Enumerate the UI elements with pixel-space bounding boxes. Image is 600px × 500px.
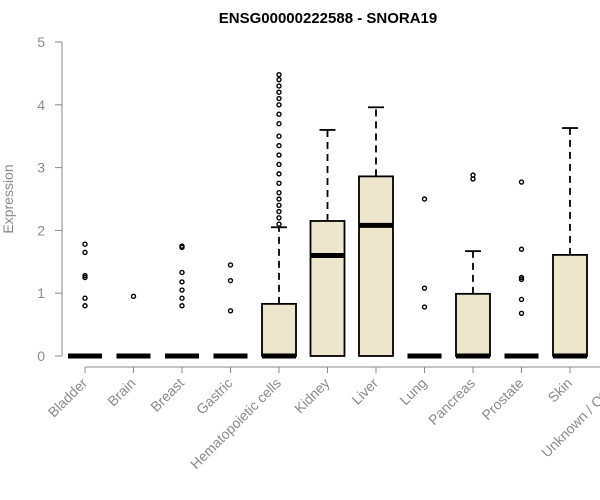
outlier-1-0 [130,293,137,300]
outlier-4-17 [276,83,282,89]
outlier-7-2 [421,196,428,202]
outlier-0-5 [82,241,88,247]
box-3 [213,262,248,359]
box-7 [407,196,442,359]
outlier-7-0 [421,304,428,310]
outlier-4-1 [276,215,282,221]
outlier-2-2 [179,287,185,293]
x-tick-label-10: Skin [545,375,576,406]
box-0 [68,241,102,359]
outlier-9-4 [518,246,525,252]
y-tick-label-4: 4 [37,97,45,113]
box-10 [552,127,588,359]
x-tick-label-7: Lung [396,375,429,408]
x-tick-label-2: Breast [147,375,187,415]
outlier-9-3 [518,274,525,281]
outlier-4-10 [276,142,282,149]
outlier-2-0 [179,303,185,309]
outlier-2-6 [179,243,185,249]
box-body-5 [309,220,346,357]
outlier-3-1 [227,277,234,284]
outlier-4-0 [276,221,282,227]
outlier-0-1 [82,295,88,301]
x-tick-label-0: Bladder [45,375,91,421]
outlier-9-0 [518,310,525,316]
outlier-0-4 [82,249,88,256]
y-tick-label-3: 3 [37,160,45,176]
outlier-4-9 [276,152,282,158]
box-body-4 [261,302,297,357]
outlier-7-1 [421,285,428,291]
outlier-0-0 [82,303,88,309]
box-6 [358,106,394,357]
outlier-4-5 [276,190,282,196]
box-5 [309,129,346,357]
outlier-9-2 [518,276,525,283]
outlier-4-3 [276,202,282,208]
box-body-8 [455,292,491,357]
outlier-4-11 [276,133,282,139]
box-8 [455,172,491,359]
outlier-2-3 [179,279,185,285]
y-tick-label-2: 2 [37,222,45,238]
x-tick-label-4: Hematopoietic cells [187,375,284,472]
outlier-4-12 [276,120,282,127]
outlier-3-0 [227,308,234,314]
outlier-4-6 [276,180,282,187]
y-axis-label: Expression [0,164,16,233]
outlier-9-1 [518,296,525,303]
chart-title: ENSG00000222588 - SNORA19 [219,10,437,27]
outlier-0-3 [82,272,88,279]
outlier-0-2 [82,274,88,281]
outlier-3-2 [227,262,234,268]
x-tick-label-3: Gastric [193,375,236,418]
boxes [68,71,588,359]
y-axis: 0 1 2 3 4 5 [37,34,63,364]
outlier-4-19 [276,71,282,78]
outlier-2-1 [179,295,185,301]
y-tick-label-1: 1 [37,285,45,301]
x-tick-label-5: Kidney [291,375,333,417]
box-2 [165,243,199,359]
y-tick-label-5: 5 [37,34,45,50]
x-tick-label-1: Brain [104,375,138,409]
box-1 [116,293,151,359]
outlier-4-14 [276,102,282,108]
outlier-4-18 [276,76,282,83]
y-tick-label-0: 0 [37,348,45,364]
box-9 [504,179,539,359]
outlier-4-15 [276,95,282,102]
box-4 [261,71,297,359]
box-body-6 [358,175,394,357]
box-body-10 [552,253,588,357]
outlier-8-1 [470,172,476,178]
outlier-4-16 [276,89,282,95]
outlier-4-4 [276,196,282,202]
outlier-4-8 [276,161,282,168]
outlier-4-7 [276,171,282,177]
x-tick-label-9: Prostate [478,375,526,423]
outlier-4-2 [276,208,282,215]
outlier-9-5 [518,179,525,185]
outlier-2-4 [179,269,185,276]
outlier-4-13 [276,111,282,117]
x-tick-label-8: Pancreas [425,375,478,428]
x-tick-label-6: Liver [348,375,381,408]
